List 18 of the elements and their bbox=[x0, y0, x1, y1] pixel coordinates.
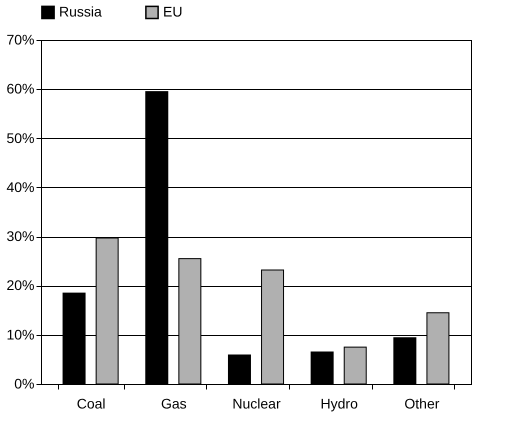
x-tick-label: Gas bbox=[160, 396, 187, 412]
x-tick-label: Hydro bbox=[320, 396, 358, 412]
x-tick-label: Nuclear bbox=[232, 396, 281, 412]
y-tick-label: 50% bbox=[6, 130, 34, 146]
y-tick-label: 70% bbox=[6, 32, 34, 48]
x-tick-label: Other bbox=[404, 396, 440, 412]
bar bbox=[310, 352, 334, 384]
x-tick-label: Coal bbox=[76, 396, 106, 412]
legend-label: Russia bbox=[59, 3, 102, 20]
bar bbox=[344, 346, 367, 384]
y-tick-label: 40% bbox=[6, 178, 34, 195]
bar bbox=[228, 354, 251, 384]
y-tick-label: 60% bbox=[6, 80, 34, 97]
y-tick-label: 30% bbox=[6, 228, 34, 244]
legend-label: EU bbox=[163, 3, 182, 20]
y-tick-label: 0% bbox=[14, 376, 34, 392]
y-tick-label: 10% bbox=[6, 326, 34, 342]
y-tick-label: 20% bbox=[6, 277, 34, 294]
